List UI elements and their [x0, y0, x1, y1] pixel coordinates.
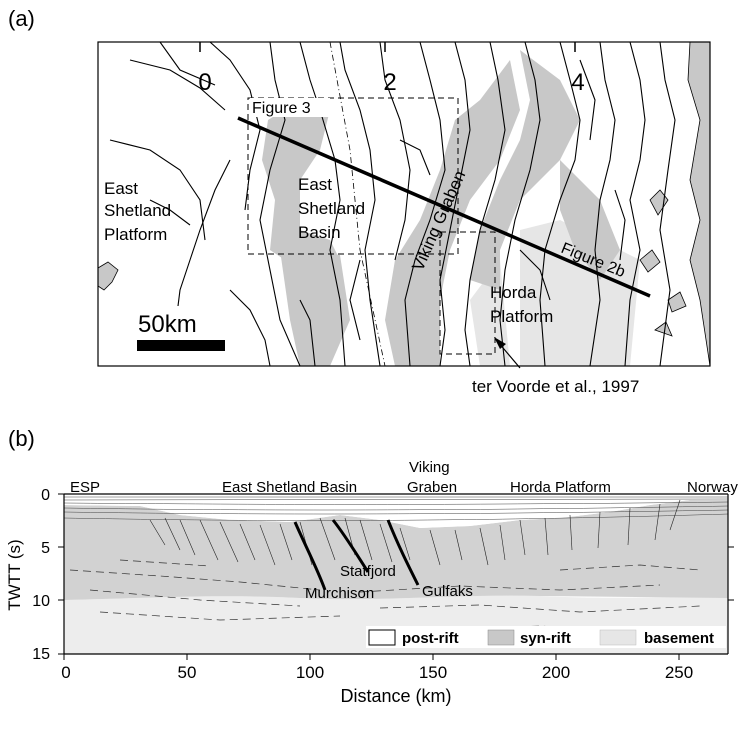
map-panel: 0 2 4 Figure 3 East Shetland Platform Ea… [97, 41, 711, 396]
coast-norway [687, 42, 710, 366]
legend-basement: basement [644, 630, 714, 647]
x-axis-label: Distance (km) [340, 686, 451, 706]
map-tick-2: 2 [383, 69, 396, 96]
ytick-10: 10 [32, 593, 50, 610]
esp-label-1: East [104, 179, 138, 198]
fault-statfjord [331, 519, 370, 573]
scale-label: 50km [138, 311, 197, 338]
label-graben: Graben [407, 479, 457, 496]
xtick-50: 50 [178, 663, 197, 682]
syn-rift-ne [560, 160, 620, 280]
ter-voorde-label: ter Voorde et al., 1997 [472, 377, 639, 396]
fault-label-statfjord: Statfjord [340, 563, 396, 580]
esp-label-3: Platform [104, 225, 167, 244]
fault-label-gulfaks: Gulfaks [422, 583, 473, 600]
label-viking: Viking [409, 459, 450, 476]
legend: post-rift syn-rift basement [366, 626, 726, 648]
fault-gulfaks [386, 519, 420, 586]
label-esb: East Shetland Basin [222, 479, 357, 496]
syn-rift-south [280, 250, 350, 366]
panel-b-label: (b) [8, 426, 35, 451]
xtick-250: 250 [665, 663, 693, 682]
dash-dot-line [329, 42, 386, 366]
legend-swatch-synrift [487, 629, 515, 646]
map-tick-4: 4 [571, 69, 584, 96]
syn-rift-esb [262, 100, 340, 270]
esp-label-2: Shetland [104, 201, 171, 220]
xtick-100: 100 [296, 663, 324, 682]
fault-lines [109, 42, 676, 366]
xtick-150: 150 [419, 663, 447, 682]
section-layering [64, 496, 728, 521]
label-norway: Norway [687, 479, 738, 496]
legend-swatch-basement [599, 629, 637, 646]
section-faults [149, 499, 681, 566]
label-horda: Horda Platform [510, 479, 611, 496]
y-axis-label: TWTT (s) [5, 539, 24, 610]
coast-islands [639, 189, 687, 337]
map-frame [97, 41, 711, 367]
panel-a-label: (a) [8, 6, 35, 31]
map-tick-0: 0 [198, 69, 211, 96]
profile-line [237, 116, 651, 298]
section-panel: ESP East Shetland Basin Viking Graben Ho… [5, 459, 738, 706]
scale-bar [137, 340, 225, 351]
ytick-15: 15 [32, 646, 50, 663]
fault-label-murchison: Murchison [305, 585, 374, 602]
xtick-0: 0 [61, 663, 70, 682]
ytick-5: 5 [41, 540, 50, 557]
legend-swatch-postrift [368, 629, 396, 646]
legend-synrift: syn-rift [520, 630, 571, 647]
esb-label-1: East [298, 175, 332, 194]
esb-label-2: Shetland [298, 199, 365, 218]
section-synrift [64, 500, 728, 600]
figure3-label: Figure 3 [252, 100, 311, 117]
horda-label-1: Horda [490, 283, 537, 302]
coast-shetland [98, 261, 119, 291]
legend-postrift: post-rift [402, 630, 459, 647]
fault-murchison [293, 521, 327, 591]
ytick-0: 0 [41, 487, 50, 504]
ter-voorde-box [439, 231, 496, 355]
xtick-200: 200 [542, 663, 570, 682]
section-postrift [64, 494, 728, 528]
syn-rift-viking [385, 60, 520, 366]
label-esp: ESP [70, 479, 100, 496]
horda-label-2: Platform [490, 307, 553, 326]
esb-label-3: Basin [298, 223, 341, 242]
figure3-box [247, 97, 459, 255]
